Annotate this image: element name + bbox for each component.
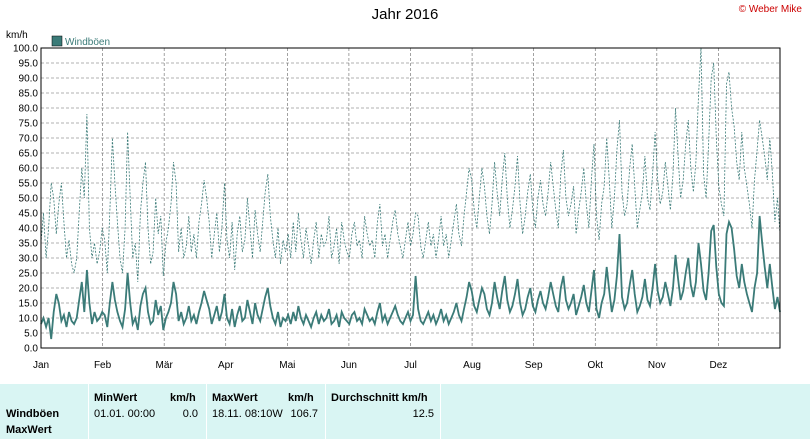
y-tick-label: 50.0: [19, 194, 39, 205]
y-tick-label: 10.0: [19, 314, 39, 325]
y-tick-labels: 0.0 5.0 10.0 15.0 20.0 25.0 30.0 35.0 40.0 45.0 50…: [13, 44, 38, 355]
y-tick-label: 35.0: [19, 239, 39, 250]
x-tick-label: Dez: [710, 360, 728, 371]
x-tick-label: Feb: [94, 360, 112, 371]
maxwert-unit-header: km/h: [288, 392, 314, 404]
max-time: 18.11. 08:10W: [212, 408, 283, 420]
y-tick-label: 75.0: [19, 119, 39, 130]
y-tick-label: 90.0: [19, 74, 39, 85]
x-tick-label: Nov: [648, 360, 666, 371]
x-tick-label: Mär: [156, 360, 174, 371]
x-tick-labels: Jan Feb Mär Apr Mai Jun Jul Aug Sep Okt Nov Dez: [33, 360, 727, 371]
x-tick-label: Jun: [341, 360, 357, 371]
copyright-label: © Weber Mike: [738, 4, 802, 15]
y-tick-label: 5.0: [24, 329, 38, 340]
y-tick-label: 95.0: [19, 59, 39, 70]
average-header: Durchschnitt km/h: [331, 392, 428, 404]
minwert-header: MinWert: [94, 392, 138, 404]
x-tick-label: Mai: [279, 360, 295, 371]
y-tick-label: 80.0: [19, 104, 39, 115]
min-value: 0.0: [182, 408, 198, 420]
max-value: 106.7: [290, 408, 318, 420]
plot-border: [40, 47, 781, 349]
x-tick-label: Sep: [525, 360, 543, 371]
series-lines: [40, 47, 781, 340]
minwert-unit-header: km/h: [170, 392, 196, 404]
y-tick-label: 70.0: [19, 134, 39, 145]
y-axis-unit: km/h: [6, 30, 28, 41]
y-tick-label: 45.0: [19, 209, 39, 220]
x-tick-label: Aug: [463, 360, 481, 371]
y-tick-label: 15.0: [19, 299, 39, 310]
maxwert-header: MaxWert: [212, 392, 258, 404]
y-tick-label: 25.0: [19, 269, 39, 280]
x-tick-label: Jan: [33, 360, 49, 371]
y-tick-label: 55.0: [19, 179, 39, 190]
y-tick-label: 30.0: [19, 254, 39, 265]
y-tick-label: 40.0: [19, 224, 39, 235]
y-tick-label: 20.0: [19, 284, 39, 295]
chart-title: Jahr 2016: [371, 6, 439, 23]
legend-swatch: [51, 35, 63, 47]
row-label-windboeen: Windböen: [6, 408, 60, 420]
y-tick-label: 100.0: [13, 44, 38, 55]
x-tick-label: Apr: [218, 360, 234, 371]
legend-label: Windböen: [65, 37, 110, 48]
wind-chart: km/h Windböen 0.0 5.0 10.0 15.0 20.0 25.0 30.0…: [6, 30, 781, 371]
series-line-maxwert: [40, 47, 781, 283]
x-tick-label: Okt: [587, 360, 603, 371]
y-tick-label: 85.0: [19, 89, 39, 100]
stats-table: MinWert km/h MaxWert km/h Durchschnitt k…: [0, 384, 810, 439]
y-tick-label: 65.0: [19, 149, 39, 160]
average-value: 12.5: [412, 408, 434, 420]
row-label-maxwert: MaxWert: [6, 424, 52, 436]
y-tick-label: 0.0: [24, 344, 38, 355]
series-line-windb-en: [40, 215, 781, 340]
y-tick-label: 60.0: [19, 164, 39, 175]
min-time: 01.01. 00:00: [94, 408, 156, 420]
x-tick-label: Jul: [404, 360, 417, 371]
